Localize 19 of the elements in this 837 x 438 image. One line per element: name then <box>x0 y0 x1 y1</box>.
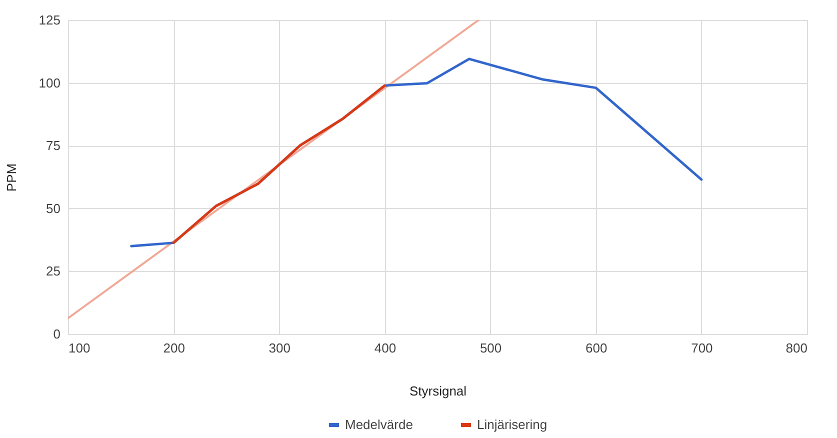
y-tick-label: 0 <box>53 326 60 342</box>
x-tick-label: 800 <box>786 340 808 356</box>
x-tick-label: 500 <box>480 340 502 356</box>
x-tick-label: 600 <box>586 340 608 356</box>
x-tick-label: 400 <box>374 340 396 356</box>
y-tick-label: 125 <box>38 12 60 28</box>
x-axis-title: Styrsignal <box>409 384 467 398</box>
x-tick-label: 200 <box>163 340 185 356</box>
x-tick-label: 100 <box>68 340 90 356</box>
x-tick-label: 700 <box>691 340 713 356</box>
legend-label: Medelvärde <box>345 417 413 432</box>
y-tick-label: 50 <box>46 200 60 216</box>
line-series <box>172 84 386 244</box>
y-axis-title: PPM <box>4 163 19 192</box>
x-tick-label: 300 <box>268 340 290 356</box>
legend-label: Linjärisering <box>477 417 548 432</box>
y-tick-label: 75 <box>46 138 60 154</box>
y-tick-label: 25 <box>46 264 60 279</box>
y-tick-label: 100 <box>38 75 60 90</box>
